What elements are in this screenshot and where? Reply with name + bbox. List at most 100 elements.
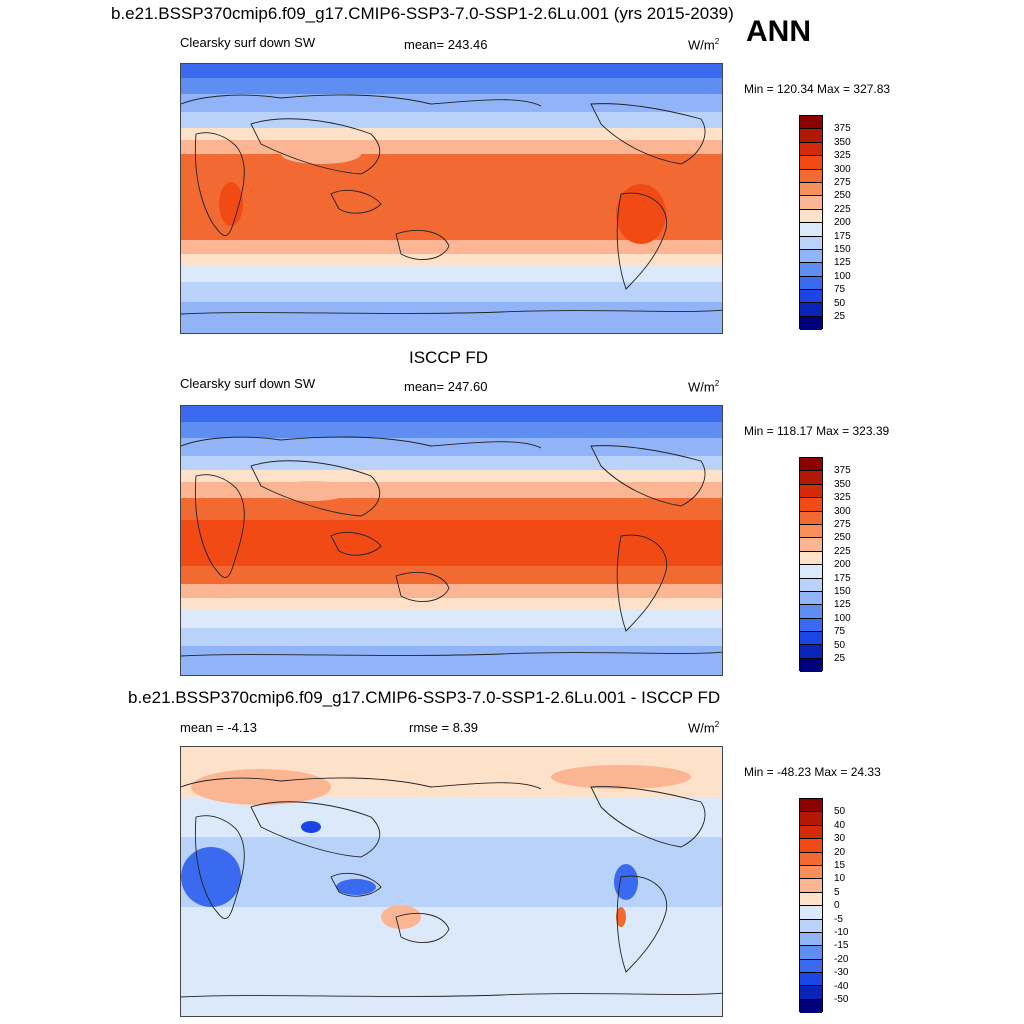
panel3-colorbar-swatch-1 [800,799,822,813]
panel1-colorbar-swatch-11 [800,249,822,264]
panel2-minmax: Min = 118.17 Max = 323.39 [744,424,890,438]
panel1-colorbar-swatch-5 [800,169,822,183]
panel3-colorbar-swatch-9 [800,906,822,920]
panel3-colorbar-swatch-4 [800,839,822,853]
panel2-colorbar-swatch-5 [800,511,822,525]
panel1-colorbar-tick: 225 [834,204,851,215]
panel1-colorbar-tick: 100 [834,271,851,282]
panel3-rmse: rmse = 8.39 [409,720,479,735]
main-title: b.e21.BSSP370cmip6.f09_g17.CMIP6-SSP3-7.… [111,4,734,23]
panel3-colorbar-swatch-11 [800,932,822,947]
panel3-colorbar-tick: -20 [834,954,849,965]
panel2-colorbar-tick: 275 [834,519,851,530]
panel1-minmax: Min = 120.34 Max = 327.83 [744,82,891,96]
panel1-colorbar-swatch-8 [800,209,822,224]
panel2-colorbar-tick: 125 [834,599,851,610]
panel1-colorbar [799,115,823,331]
panel2-colorbar-swatch-14 [800,632,822,646]
panel2-colorbar-tick: 175 [834,573,851,584]
panel3-units: W/m2 [688,720,720,736]
panel2-colorbar-swatch-9 [800,565,822,579]
panel3-colorbar-tick: 5 [834,887,840,898]
panel2-mean: mean= 247.60 [404,379,488,394]
panel3-colorbar-swatch-12 [800,946,822,960]
panel2-map [180,405,723,676]
panel3-title: b.e21.BSSP370cmip6.f09_g17.CMIP6-SSP3-7.… [128,688,721,707]
panel3-colorbar-swatch-2 [800,812,822,826]
panel3-colorbar-swatch-16 [800,999,822,1014]
panel2-colorbar-swatch-8 [800,551,822,566]
panel2-variable: Clearsky surf down SW [180,376,316,391]
panel1-colorbar-tick: 25 [834,311,846,322]
panel1-colorbar-swatch-2 [800,129,822,143]
panel2-colorbar-swatch-16 [800,658,822,673]
panel2-colorbar-tick: 325 [834,492,851,503]
panel3-colorbar-swatch-8 [800,892,822,907]
panel3-map [180,746,723,1017]
panel2-colorbar-tick: 200 [834,559,851,570]
panel1-colorbar-tick: 300 [834,164,851,175]
panel3-colorbar-swatch-3 [800,825,822,840]
panel3-colorbar-swatch-5 [800,852,822,866]
panel3-colorbar-tick: 30 [834,833,846,844]
panel3-colorbar-tick: 10 [834,873,846,884]
panel2-colorbar-swatch-2 [800,471,822,485]
panel1-colorbar-swatch-16 [800,316,822,331]
panel1-colorbar-tick: 350 [834,137,851,148]
panel3-colorbar-tick: 20 [834,847,846,858]
panel1-units: W/m2 [688,37,720,53]
panel1-colorbar-tick: 325 [834,150,851,161]
panel1-colorbar-tick: 75 [834,284,846,295]
panel2-colorbar-tick: 375 [834,465,851,476]
panel1-mean: mean= 243.46 [404,37,488,52]
panel2-title: ISCCP FD [409,348,489,367]
panel3-colorbar-tick: -10 [834,927,849,938]
panel3-colorbar-swatch-7 [800,879,822,893]
panel3-colorbar-swatch-10 [800,919,822,933]
panel2-colorbar-tick: 100 [834,613,851,624]
panel1-colorbar-swatch-14 [800,290,822,304]
panel2-colorbar-swatch-3 [800,484,822,499]
panel2-colorbar-tick: 225 [834,546,851,557]
panel2-colorbar-tick: 300 [834,506,851,517]
panel1-colorbar-swatch-6 [800,182,822,197]
panel2-colorbar-swatch-15 [800,645,822,659]
panel1-colorbar-tick: 125 [834,257,851,268]
panel2-colorbar-tick: 250 [834,532,851,543]
panel2-units: W/m2 [688,379,720,395]
panel3-colorbar-tick: 50 [834,806,846,817]
panel1-colorbar-tick: 150 [834,244,851,255]
panel1-colorbar-swatch-7 [800,196,822,210]
panel3-colorbar-swatch-15 [800,986,822,1000]
panel2-colorbar-swatch-13 [800,618,822,633]
panel1-colorbar-swatch-15 [800,303,822,317]
panel3-colorbar-tick: -5 [834,914,843,925]
panel2-colorbar-tick: 350 [834,479,851,490]
panel1-colorbar-tick: 200 [834,217,851,228]
panel3-colorbar [799,798,823,1014]
panel1-colorbar-swatch-4 [800,156,822,170]
panel2-colorbar-swatch-6 [800,524,822,539]
panel1-colorbar-swatch-13 [800,276,822,291]
panel3-colorbar-tick: -15 [834,940,849,951]
panel3-colorbar-swatch-14 [800,973,822,987]
panel1-map [180,63,723,334]
panel3-mean: mean = -4.13 [180,720,257,735]
panel3-colorbar-tick: -30 [834,967,849,978]
panel2-colorbar-swatch-12 [800,605,822,619]
panel3-colorbar-tick: 40 [834,820,846,831]
panel1-colorbar-swatch-1 [800,116,822,130]
panel3-colorbar-swatch-13 [800,959,822,974]
season-label: ANN [746,15,811,48]
panel2-colorbar-tick: 50 [834,640,846,651]
panel3-colorbar-tick: -40 [834,981,849,992]
panel2-colorbar-swatch-4 [800,498,822,512]
panel1-colorbar-swatch-12 [800,263,822,277]
panel2-colorbar-swatch-11 [800,591,822,606]
panel3-minmax: Min = -48.23 Max = 24.33 [744,765,881,779]
panel1-colorbar-tick: 250 [834,190,851,201]
panel2-colorbar-swatch-7 [800,538,822,552]
panel1-colorbar-tick: 175 [834,231,851,242]
panel2-colorbar-tick: 25 [834,653,846,664]
panel3-colorbar-swatch-6 [800,865,822,880]
